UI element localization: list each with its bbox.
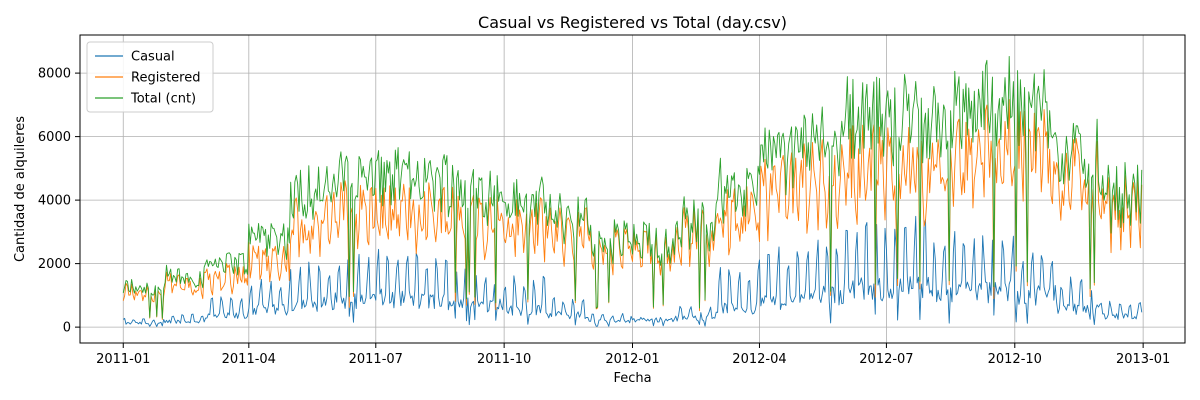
y-tick-label: 2000 [38, 257, 71, 272]
y-tick-label: 0 [63, 321, 71, 336]
y-tick-label: 6000 [38, 130, 71, 145]
legend-box [86, 41, 214, 113]
x-tick-label: 2012-04 [732, 352, 786, 367]
x-tick-label: 2011-10 [477, 352, 531, 367]
legend: Casual Registered Total (cnt) [86, 41, 214, 113]
legend-label-0: Casual [131, 50, 175, 65]
series-layer [122, 55, 1143, 327]
series-line-0 [122, 215, 1143, 327]
x-axis-title: Fecha [613, 371, 651, 386]
x-tick-label: 2013-01 [1116, 352, 1170, 367]
series-line-2 [122, 55, 1143, 319]
legend-label-1: Registered [131, 71, 201, 86]
x-tick-label: 2012-07 [859, 352, 913, 367]
chart-title: Casual vs Registered vs Total (day.csv) [478, 13, 787, 32]
series-line-1 [122, 99, 1143, 320]
y-axis-title: Cantidad de alquileres [13, 116, 28, 262]
x-tick-label: 2012-10 [988, 352, 1042, 367]
grid [80, 35, 1185, 343]
y-tick-label: 8000 [38, 67, 71, 82]
ticks: 2011-01 2011-04 2011-07 2011-10 2012-01 2012-… [38, 67, 1170, 367]
x-tick-label: 2011-07 [349, 352, 403, 367]
x-tick-label: 2011-04 [222, 352, 276, 367]
x-tick-label: 2012-01 [605, 352, 659, 367]
y-tick-label: 4000 [38, 194, 71, 209]
legend-label-2: Total (cnt) [130, 92, 196, 107]
x-tick-label: 2011-01 [96, 352, 150, 367]
